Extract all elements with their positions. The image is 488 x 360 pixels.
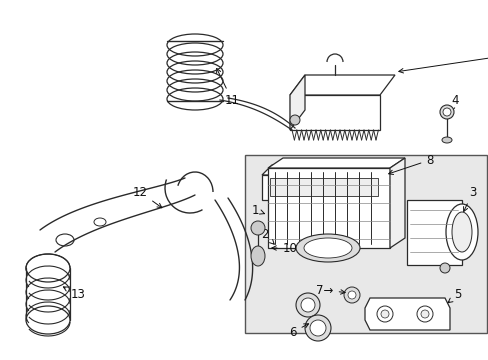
Polygon shape bbox=[406, 200, 461, 265]
Text: 5: 5 bbox=[447, 288, 461, 303]
Ellipse shape bbox=[305, 315, 330, 341]
Polygon shape bbox=[289, 75, 305, 130]
Ellipse shape bbox=[439, 263, 449, 273]
Ellipse shape bbox=[451, 212, 471, 252]
Polygon shape bbox=[267, 168, 389, 248]
Ellipse shape bbox=[347, 291, 355, 299]
Text: 2: 2 bbox=[261, 229, 274, 244]
Text: 6: 6 bbox=[289, 324, 308, 338]
Text: 11: 11 bbox=[216, 68, 239, 107]
Text: 12: 12 bbox=[132, 185, 162, 208]
Ellipse shape bbox=[289, 115, 299, 125]
Text: 9: 9 bbox=[398, 45, 488, 73]
Text: 1: 1 bbox=[251, 203, 264, 216]
Polygon shape bbox=[289, 75, 394, 95]
Ellipse shape bbox=[439, 105, 453, 119]
Polygon shape bbox=[289, 95, 379, 130]
Text: 4: 4 bbox=[449, 94, 458, 112]
Polygon shape bbox=[262, 175, 384, 200]
Ellipse shape bbox=[295, 234, 359, 262]
Polygon shape bbox=[262, 165, 394, 175]
Polygon shape bbox=[364, 298, 449, 330]
Text: 13: 13 bbox=[63, 287, 85, 302]
Ellipse shape bbox=[420, 310, 428, 318]
Ellipse shape bbox=[380, 310, 388, 318]
Ellipse shape bbox=[445, 204, 477, 260]
Text: 10: 10 bbox=[271, 242, 297, 255]
Ellipse shape bbox=[309, 320, 325, 336]
Text: 7→: 7→ bbox=[316, 284, 345, 297]
Ellipse shape bbox=[343, 287, 359, 303]
Ellipse shape bbox=[250, 246, 264, 266]
Bar bbox=[269, 178, 377, 196]
Bar bbox=[244, 155, 486, 333]
Polygon shape bbox=[384, 165, 394, 200]
Polygon shape bbox=[389, 158, 404, 248]
Ellipse shape bbox=[442, 108, 450, 116]
Polygon shape bbox=[267, 158, 404, 168]
Ellipse shape bbox=[250, 221, 264, 235]
Text: 3: 3 bbox=[463, 185, 476, 212]
Ellipse shape bbox=[301, 298, 314, 312]
Ellipse shape bbox=[295, 293, 319, 317]
Ellipse shape bbox=[441, 137, 451, 143]
Text: 8: 8 bbox=[388, 153, 433, 175]
Ellipse shape bbox=[304, 238, 351, 258]
